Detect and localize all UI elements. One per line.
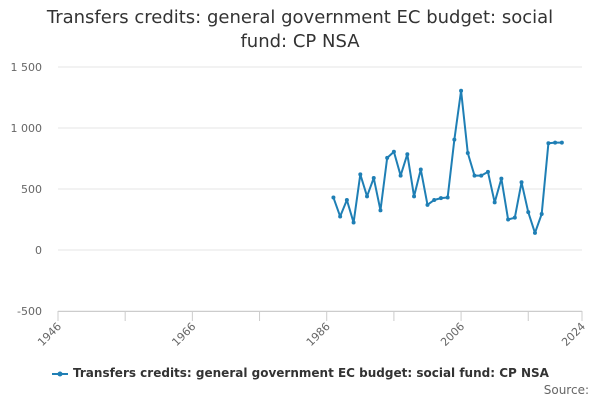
data-point[interactable] xyxy=(365,194,370,199)
data-point[interactable] xyxy=(344,197,349,202)
legend-label: Transfers credits: general government EC… xyxy=(73,366,549,380)
data-point[interactable] xyxy=(398,173,403,178)
data-point[interactable] xyxy=(532,230,537,235)
data-point[interactable] xyxy=(418,167,423,172)
data-point[interactable] xyxy=(465,151,470,156)
data-point[interactable] xyxy=(405,152,410,157)
data-point[interactable] xyxy=(445,195,450,200)
data-point[interactable] xyxy=(546,141,551,146)
data-point[interactable] xyxy=(378,208,383,213)
x-tick-label: 1966 xyxy=(169,320,198,349)
data-point[interactable] xyxy=(499,176,504,181)
data-point[interactable] xyxy=(432,197,437,202)
data-point[interactable] xyxy=(479,173,484,178)
data-point[interactable] xyxy=(351,220,356,225)
data-point[interactable] xyxy=(338,214,343,219)
data-point[interactable] xyxy=(492,200,497,205)
y-tick-label: -500 xyxy=(17,305,42,318)
data-point[interactable] xyxy=(539,212,544,217)
data-point[interactable] xyxy=(512,215,517,220)
data-point[interactable] xyxy=(559,140,564,145)
data-point[interactable] xyxy=(412,194,417,199)
data-point[interactable] xyxy=(371,176,376,181)
data-point[interactable] xyxy=(385,155,390,160)
chart-title: Transfers credits: general government EC… xyxy=(46,7,554,52)
source-label: Source: xyxy=(543,383,589,397)
line-chart: 1946 1966 1986 2006 2024 1 500 1 000 500 0 -500 xyxy=(11,61,589,349)
y-axis-labels: 1 500 1 000 500 0 -500 xyxy=(11,61,43,318)
y-tick-label: 500 xyxy=(21,183,42,196)
y-tick-label: 1 500 xyxy=(11,61,43,74)
data-point[interactable] xyxy=(358,172,363,177)
legend-swatch-icon xyxy=(52,371,69,376)
data-point[interactable] xyxy=(459,88,464,93)
data-point[interactable] xyxy=(553,140,558,145)
y-tick-label: 1 000 xyxy=(11,122,43,135)
x-tick-label: 1986 xyxy=(304,320,333,349)
x-tick-label: 2024 xyxy=(559,320,588,349)
series-layer xyxy=(331,88,564,235)
data-point[interactable] xyxy=(438,196,443,201)
data-point[interactable] xyxy=(526,210,531,215)
legend[interactable]: Transfers credits: general government EC… xyxy=(0,366,600,380)
data-point[interactable] xyxy=(485,169,490,174)
x-tick-label: 2006 xyxy=(438,320,467,349)
data-point[interactable] xyxy=(391,149,396,154)
data-point[interactable] xyxy=(452,137,457,142)
data-point[interactable] xyxy=(425,202,430,207)
x-axis: 1946 1966 1986 2006 2024 xyxy=(35,311,588,349)
data-point[interactable] xyxy=(519,180,524,185)
data-point[interactable] xyxy=(506,217,511,222)
x-tick-label: 1946 xyxy=(35,320,64,349)
data-point[interactable] xyxy=(331,195,336,200)
y-tick-label: 0 xyxy=(35,244,42,257)
data-point[interactable] xyxy=(472,173,477,178)
